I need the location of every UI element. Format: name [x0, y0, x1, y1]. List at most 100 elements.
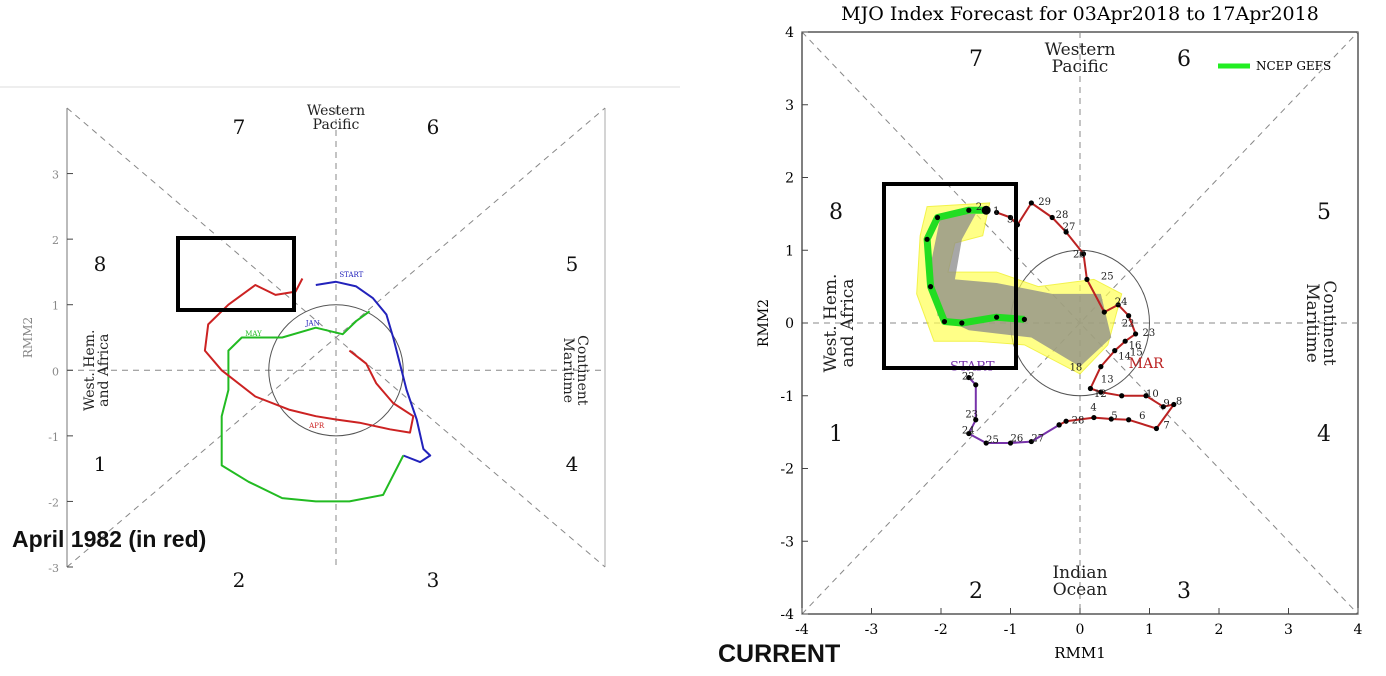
diagonal-divider — [801, 31, 1359, 615]
highlight-box — [176, 236, 296, 312]
x-tick-label: -2 — [934, 622, 948, 638]
series-point — [1108, 416, 1114, 422]
series-point — [1126, 313, 1132, 319]
series-point — [1098, 364, 1104, 370]
phase-number-6: 6 — [1177, 47, 1191, 72]
point-label: JAN — [305, 320, 320, 328]
point-label: 9 — [1163, 399, 1169, 410]
series-point — [1122, 338, 1128, 344]
series-point — [1160, 404, 1166, 410]
region-label-indian-ocean: Ocean — [1053, 580, 1108, 600]
series-point — [1153, 425, 1160, 432]
series-point — [983, 440, 989, 446]
point-label: 1 — [993, 206, 999, 217]
point-label: 22 — [962, 372, 975, 383]
point-label: 14 — [1118, 351, 1131, 362]
series-point — [994, 314, 1000, 320]
series-point — [1063, 418, 1069, 424]
series-point — [1087, 385, 1094, 392]
region-label-indian-ocean: Indian — [1052, 563, 1107, 583]
point-label: APR — [308, 422, 325, 430]
y-tick-label: 3 — [785, 98, 794, 114]
point-label: 22 — [1122, 319, 1135, 330]
y-tick-label: -2 — [780, 462, 794, 478]
region-label-western-pacific: Pacific — [313, 117, 360, 133]
point-label: 5 — [1111, 411, 1117, 422]
series-point — [1007, 214, 1014, 221]
y-tick-label: -1 — [780, 389, 794, 405]
phase-number-6: 6 — [427, 115, 440, 139]
series-point — [1056, 422, 1062, 428]
phase-number-3: 3 — [1177, 579, 1191, 604]
diagonal-divider — [801, 31, 1359, 615]
series-point — [927, 284, 934, 290]
point-label: 7 — [1163, 420, 1169, 431]
y-tick-label: 2 — [52, 234, 59, 247]
phase-number-8: 8 — [829, 200, 843, 225]
series-point — [966, 374, 972, 381]
x-tick-label: 2 — [1215, 622, 1224, 638]
point-label: 8 — [1176, 396, 1182, 407]
series-point — [1133, 331, 1139, 337]
region-label-maritime-continent: Continent — [574, 335, 590, 406]
series-point — [1119, 393, 1125, 399]
x-axis-label: RMM1 — [1054, 644, 1106, 662]
region-label-maritime-continent: Maritime — [560, 338, 576, 404]
region-label-maritime-continent: Continent — [1319, 280, 1339, 365]
x-tick-label: 4 — [1354, 622, 1363, 638]
point-label: 2 — [976, 202, 982, 213]
region-label-western-pacific: Pacific — [1052, 57, 1109, 77]
series-point — [1143, 393, 1149, 399]
phase-number-7: 7 — [969, 47, 983, 72]
series-point — [1101, 309, 1107, 315]
point-label: 27 — [1031, 434, 1044, 445]
y-tick-label: 2 — [785, 171, 794, 187]
amplitude-circle — [268, 304, 404, 437]
series-point — [994, 209, 1000, 216]
point-label: 29 — [1038, 197, 1051, 208]
region-label-west-hem-africa: and Africa — [838, 279, 858, 368]
x-tick-label: -4 — [795, 622, 809, 638]
y-tick-label: 3 — [52, 169, 59, 182]
series-point — [1115, 302, 1121, 308]
point-label: 26 — [1011, 434, 1024, 445]
point-label: 28 — [1056, 210, 1069, 221]
diagonal-divider — [66, 107, 606, 568]
point-label: 25 — [1101, 271, 1114, 282]
point-label: 4 — [1090, 402, 1096, 413]
point-label: MAY — [245, 330, 262, 338]
y-tick-label: 1 — [785, 243, 794, 259]
y-tick-label: -3 — [48, 562, 59, 575]
region-label-western-pacific: Western — [1045, 40, 1116, 60]
left-mjo-panel: -3 -2 -1 0 1 2 3 RMM2 1 2 3 4 5 6 7 8 Western Pacific West… — [0, 0, 680, 676]
series-point — [1126, 417, 1132, 423]
phase-number-4: 4 — [1317, 422, 1331, 447]
series-line-0 — [967, 376, 1060, 444]
series-line-0 — [315, 280, 432, 464]
point-label: 28 — [1072, 415, 1085, 426]
phase-number-1: 1 — [94, 452, 107, 476]
series-point — [924, 236, 930, 242]
y-tick-label: -4 — [780, 607, 794, 623]
phase-number-5: 5 — [1317, 200, 1331, 225]
region-label-west-hem-africa: and Africa — [96, 334, 112, 407]
series-point — [1021, 316, 1027, 322]
point-label: START — [339, 271, 363, 279]
right-mjo-panel: -4 -3 -2 -1 0 1 2 3 4 -4 -3 -2 -1 0 1 2 3 4 MJO Index Fore… — [680, 0, 1386, 676]
point-label: 25 — [986, 435, 999, 446]
x-tick-label: 0 — [1076, 622, 1085, 638]
ensemble-inner-spread — [930, 213, 1112, 367]
series-point — [1098, 389, 1104, 395]
point-label: 15 — [1130, 348, 1143, 359]
series-point — [1171, 401, 1177, 408]
series-point — [1112, 348, 1118, 354]
phase-number-5: 5 — [566, 252, 579, 276]
series-point — [966, 430, 972, 437]
series-line-1 — [220, 310, 405, 503]
series-point — [1028, 200, 1034, 206]
point-label: 27 — [1063, 222, 1076, 233]
series-point — [941, 318, 948, 325]
x-tick-label: -1 — [1004, 622, 1018, 638]
series-point — [1084, 276, 1090, 282]
